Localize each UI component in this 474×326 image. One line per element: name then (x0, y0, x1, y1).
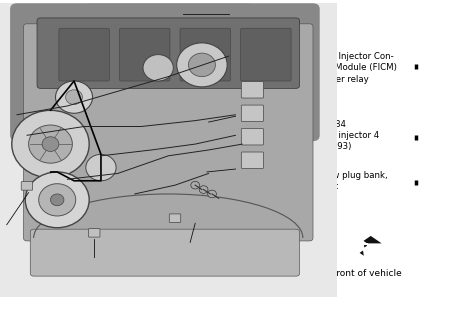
Circle shape (143, 54, 173, 81)
Text: 6.0L Diesel engine, LH side: 6.0L Diesel engine, LH side (98, 271, 278, 284)
FancyBboxPatch shape (241, 82, 264, 98)
FancyBboxPatch shape (89, 229, 100, 237)
FancyBboxPatch shape (24, 24, 313, 241)
Circle shape (199, 186, 208, 193)
FancyBboxPatch shape (37, 18, 300, 88)
FancyBboxPatch shape (169, 214, 181, 222)
Ellipse shape (25, 0, 311, 250)
Text: C1413: C1413 (267, 231, 295, 248)
FancyBboxPatch shape (241, 28, 291, 81)
Ellipse shape (126, 25, 278, 186)
Circle shape (65, 90, 82, 104)
Text: front of vehicle: front of vehicle (333, 269, 402, 278)
Circle shape (12, 110, 89, 178)
Circle shape (39, 184, 76, 216)
Circle shape (86, 154, 116, 181)
Circle shape (42, 137, 59, 151)
FancyBboxPatch shape (59, 28, 109, 81)
Circle shape (25, 172, 89, 228)
Circle shape (50, 194, 64, 206)
Text: C1275
Camshaft position
sensor (6B288): C1275 Camshaft position sensor (6B288) (92, 244, 170, 288)
Text: Fuel Injector Con-
trol Module (FICM)
power relay: Fuel Injector Con- trol Module (FICM) po… (263, 48, 397, 83)
Circle shape (189, 53, 215, 77)
FancyBboxPatch shape (21, 182, 33, 190)
Text: C1271
Exhaust Back
Pressure (EBP)
sensor: C1271 Exhaust Back Pressure (EBP) sensor (66, 202, 129, 250)
Ellipse shape (34, 47, 168, 223)
Circle shape (55, 81, 92, 113)
FancyBboxPatch shape (180, 28, 230, 81)
Text: Glow plug bank,
right: Glow plug bank, right (289, 171, 388, 191)
FancyBboxPatch shape (241, 105, 264, 122)
FancyBboxPatch shape (119, 28, 170, 81)
FancyBboxPatch shape (241, 128, 264, 145)
FancyBboxPatch shape (10, 3, 319, 141)
Circle shape (191, 181, 200, 189)
FancyBboxPatch shape (241, 152, 264, 169)
Polygon shape (358, 235, 384, 258)
Circle shape (208, 190, 217, 198)
Text: C1184
Fuel injector 4
(9F593): C1184 Fuel injector 4 (9F593) (291, 120, 380, 151)
Circle shape (177, 43, 227, 87)
Circle shape (28, 125, 73, 163)
FancyBboxPatch shape (30, 229, 300, 276)
